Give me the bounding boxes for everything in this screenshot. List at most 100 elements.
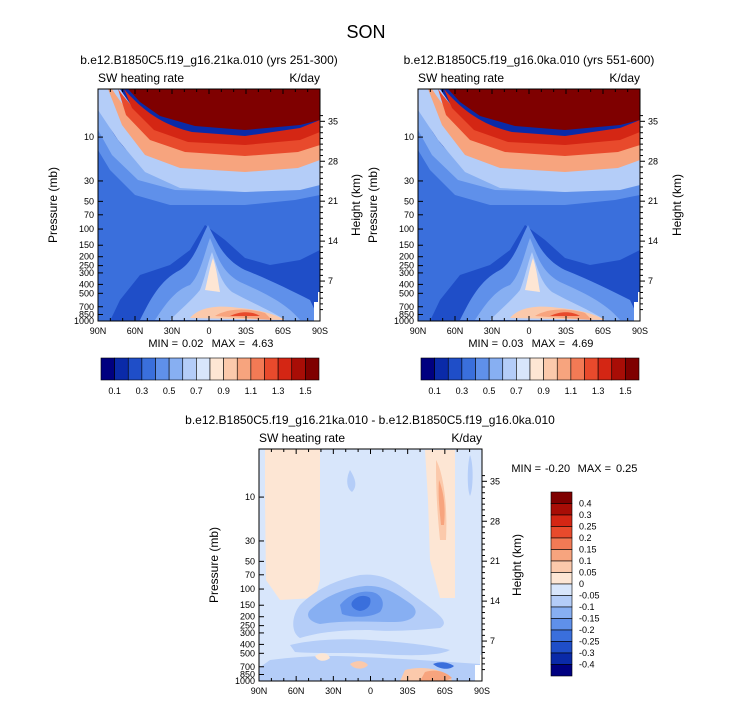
- colorbar-21ka-swatch: [141, 357, 156, 381]
- panel-21ka: b.e12.B1850C5.f19_g16.21ka.010 (yrs 251-…: [46, 53, 363, 350]
- colorbar-diff-label: 0.3: [579, 510, 592, 520]
- colorbar-21ka-swatch: [305, 357, 320, 381]
- panel-title: b.e12.B1850C5.f19_g16.0ka.010 (yrs 551-6…: [404, 53, 655, 67]
- colorbar-0ka-label: 1.5: [619, 386, 632, 396]
- x-tick-label: 30N: [164, 326, 181, 336]
- colorbar-21ka-label: 0.1: [108, 386, 121, 396]
- units-label: K/day: [609, 71, 640, 85]
- colorbar-21ka-label: 1.1: [245, 386, 258, 396]
- colorbar-0ka-swatch: [570, 357, 585, 381]
- y-tick-label: 50: [404, 196, 414, 206]
- y2-tick-label: 21: [648, 196, 658, 206]
- x-tick-label: 60S: [275, 326, 291, 336]
- missing-data-mask: [634, 292, 640, 321]
- colorbar-0ka-swatch: [475, 357, 490, 381]
- y-tick-label: 1000: [235, 676, 255, 686]
- colorbar-21ka-label: 0.7: [190, 386, 203, 396]
- y2-tick-label: 21: [328, 196, 338, 206]
- y-tick-label: 250: [240, 621, 255, 631]
- y-tick-label: 100: [240, 584, 255, 594]
- contour-band: [438, 480, 445, 525]
- y-tick-label: 200: [399, 252, 414, 262]
- colorbar-0ka-swatch: [502, 357, 517, 381]
- x-tick-label: 60N: [447, 326, 464, 336]
- colorbar-diff-swatch: [550, 549, 573, 562]
- max-label: MAX =: [532, 338, 565, 350]
- units-label: K/day: [451, 431, 482, 445]
- y2-axis-label: Height (km): [510, 534, 524, 596]
- colorbar-21ka-swatch: [223, 357, 238, 381]
- colorbar-diff-swatch: [550, 629, 573, 642]
- y-tick-label: 50: [84, 196, 94, 206]
- colorbar-diff-label: 0.05: [579, 568, 597, 578]
- contour-band: [433, 662, 454, 669]
- y-tick-label: 300: [79, 268, 94, 278]
- y-tick-label: 400: [240, 639, 255, 649]
- contour-band: [98, 130, 320, 321]
- x-tick-label: 60S: [595, 326, 611, 336]
- colorbar-diff-swatch: [550, 641, 573, 654]
- y-tick-label: 300: [240, 628, 255, 638]
- x-tick-label: 60S: [437, 686, 453, 696]
- y-tick-label: 150: [79, 240, 94, 250]
- contour-band: [128, 89, 320, 130]
- colorbar-diff-swatch: [550, 664, 573, 677]
- contour-band: [448, 89, 640, 130]
- y-axis-label: Pressure (mb): [46, 167, 60, 243]
- y-tick-label: 100: [79, 224, 94, 234]
- y-tick-label: 1000: [74, 316, 94, 326]
- y2-tick-label: 21: [490, 556, 500, 566]
- y-tick-label: 30: [84, 176, 94, 186]
- colorbar-diff-swatch: [550, 503, 573, 516]
- contour-band: [351, 595, 371, 611]
- missing-data-mask: [314, 292, 320, 321]
- y2-tick-label: 14: [648, 236, 658, 246]
- colorbar-0ka-swatch: [543, 357, 558, 381]
- colorbar-0ka-label: 1.3: [592, 386, 605, 396]
- x-tick-label: 30N: [325, 686, 342, 696]
- colorbar-diff-label: -0.3: [579, 648, 595, 658]
- colorbar-0ka-swatch: [556, 357, 572, 381]
- colorbar-diff-swatch: [550, 652, 573, 665]
- colorbar-diff-swatch: [550, 560, 573, 573]
- min-label: MIN =: [148, 338, 178, 350]
- y2-tick-label: 28: [328, 156, 338, 166]
- contour-band: [350, 661, 368, 669]
- x-tick-label: 90S: [632, 326, 648, 336]
- contour-band: [155, 238, 300, 320]
- contour-field: [98, 89, 320, 321]
- x-tick-label: 0: [368, 686, 373, 696]
- contour-band: [124, 89, 320, 145]
- x-tick-label: 90N: [410, 326, 427, 336]
- colorbar-0ka-swatch: [625, 357, 640, 381]
- x-tick-label: 60N: [127, 326, 144, 336]
- y-tick-label: 50: [245, 556, 255, 566]
- x-tick-label: 90S: [474, 686, 490, 696]
- y-tick-label: 10: [84, 132, 94, 142]
- y-tick-label: 100: [399, 224, 414, 234]
- colorbar-21ka-label: 1.5: [299, 386, 312, 396]
- variable-label: SW heating rate: [418, 71, 504, 85]
- x-tick-label: 90N: [90, 326, 107, 336]
- y-tick-label: 10: [404, 132, 414, 142]
- colorbar-21ka-swatch: [100, 357, 115, 381]
- max-value: 0.25: [616, 463, 637, 475]
- y2-tick-label: 7: [490, 636, 495, 646]
- contour-band: [230, 312, 260, 316]
- contour-field: [259, 449, 482, 681]
- colorbar-diff-label: -0.25: [579, 637, 600, 647]
- colorbar-21ka-swatch: [168, 357, 184, 381]
- colorbar-diff-swatch: [550, 618, 573, 631]
- variable-label: SW heating rate: [98, 71, 184, 85]
- x-tick-label: 30S: [400, 686, 416, 696]
- y-tick-label: 850: [399, 310, 414, 320]
- contour-band: [290, 639, 450, 656]
- colorbar-21ka-swatch: [114, 357, 129, 381]
- min-value: 0.02: [182, 338, 203, 350]
- colorbar-0ka-label: 0.3: [456, 386, 469, 396]
- contour-band: [420, 670, 452, 681]
- colorbar-diff-label: -0.1: [579, 602, 595, 612]
- colorbar-21ka-swatch: [155, 357, 170, 381]
- y-tick-label: 200: [240, 612, 255, 622]
- y-tick-label: 850: [79, 310, 94, 320]
